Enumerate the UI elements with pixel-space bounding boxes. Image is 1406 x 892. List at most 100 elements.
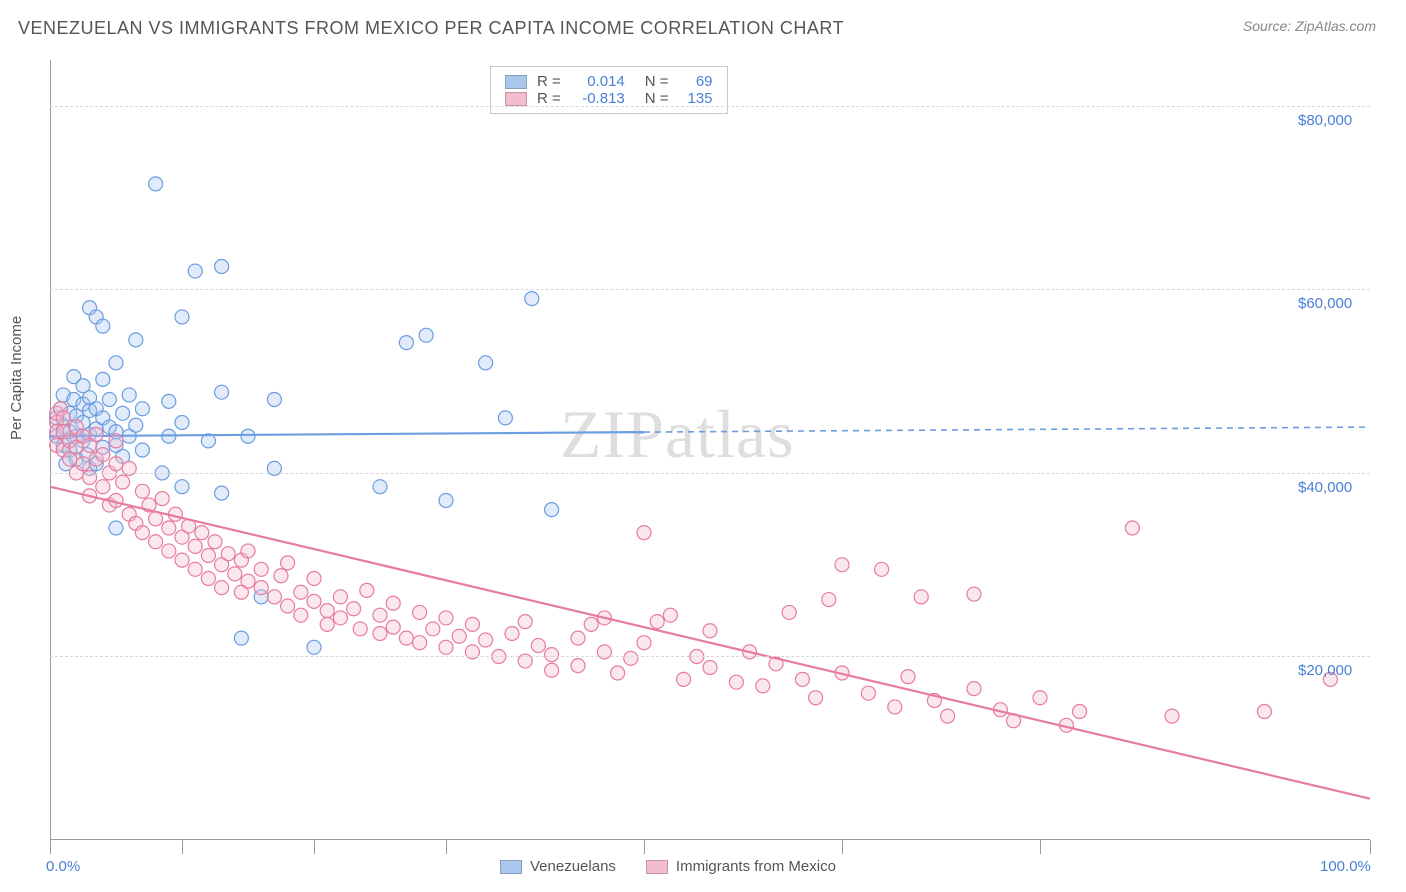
data-point [901,670,915,684]
legend-swatch [500,860,522,874]
legend-stat-row: R =-0.813N =135 [505,90,713,107]
data-point [320,617,334,631]
x-tick [182,840,183,854]
x-tick [1370,840,1371,854]
scatter-svg [50,60,1370,840]
data-point [215,259,229,273]
data-point [1257,705,1271,719]
data-point [571,659,585,673]
data-point [228,567,242,581]
data-point [175,415,189,429]
data-point [320,604,334,618]
data-point [201,571,215,585]
data-point [703,624,717,638]
data-point [208,535,222,549]
y-tick-label: $60,000 [1298,295,1352,312]
stat-n-label: N = [645,73,669,90]
stat-n-value: 69 [679,73,713,90]
y-tick-label: $20,000 [1298,662,1352,679]
gridline [50,656,1370,657]
data-point [307,594,321,608]
data-point [795,672,809,686]
data-point [531,638,545,652]
data-point [353,622,367,636]
x-tick [1040,840,1041,854]
stat-r-value: 0.014 [571,73,625,90]
chart-source: Source: ZipAtlas.com [1243,18,1376,34]
data-point [162,521,176,535]
legend-swatch [646,860,668,874]
data-point [1125,521,1139,535]
data-point [452,629,466,643]
trend-line-extrapolated [644,427,1370,432]
legend-label: Immigrants from Mexico [676,858,836,875]
data-point [201,549,215,563]
data-point [809,691,823,705]
data-point [234,631,248,645]
data-point [175,480,189,494]
gridline [50,289,1370,290]
data-point [215,581,229,595]
data-point [399,336,413,350]
data-point [254,581,268,595]
data-point [76,457,90,471]
y-axis-label: Per Capita Income [8,316,25,440]
stat-n-label: N = [645,90,669,107]
data-point [188,264,202,278]
data-point [135,484,149,498]
data-point [637,636,651,650]
legend-label: Venezuelans [530,858,616,875]
data-point [782,605,796,619]
data-point [888,700,902,714]
data-point [650,615,664,629]
data-point [703,660,717,674]
trend-line [50,487,1370,799]
data-point [307,571,321,585]
data-point [149,535,163,549]
data-point [175,553,189,567]
series-legend: Venezuelans Immigrants from Mexico [500,858,836,875]
data-point [109,521,123,535]
data-point [122,388,136,402]
data-point [267,590,281,604]
data-point [188,562,202,576]
data-point [439,493,453,507]
data-point [413,605,427,619]
stat-r-value: -0.813 [571,90,625,107]
data-point [386,596,400,610]
data-point [129,333,143,347]
data-point [861,686,875,700]
data-point [663,608,677,622]
legend-swatch [505,92,527,106]
legend-swatch [505,75,527,89]
data-point [373,627,387,641]
stat-r-label: R = [537,73,561,90]
data-point [135,443,149,457]
data-point [188,539,202,553]
data-point [545,503,559,517]
data-point [195,526,209,540]
x-tick [842,840,843,854]
data-point [426,622,440,636]
data-point [281,599,295,613]
data-point [525,292,539,306]
data-point [571,631,585,645]
data-point [109,457,123,471]
data-point [498,411,512,425]
data-point [135,402,149,416]
x-tick-label: 0.0% [46,858,80,875]
x-tick [314,840,315,854]
data-point [611,666,625,680]
data-point [116,475,130,489]
data-point [505,627,519,641]
gridline [50,473,1370,474]
data-point [241,429,255,443]
data-point [241,574,255,588]
data-point [1073,705,1087,719]
legend-stat-row: R = 0.014 N = 69 [505,73,713,90]
data-point [413,636,427,650]
data-point [109,434,123,448]
data-point [96,448,110,462]
legend-item: Venezuelans [500,858,616,875]
data-point [439,640,453,654]
